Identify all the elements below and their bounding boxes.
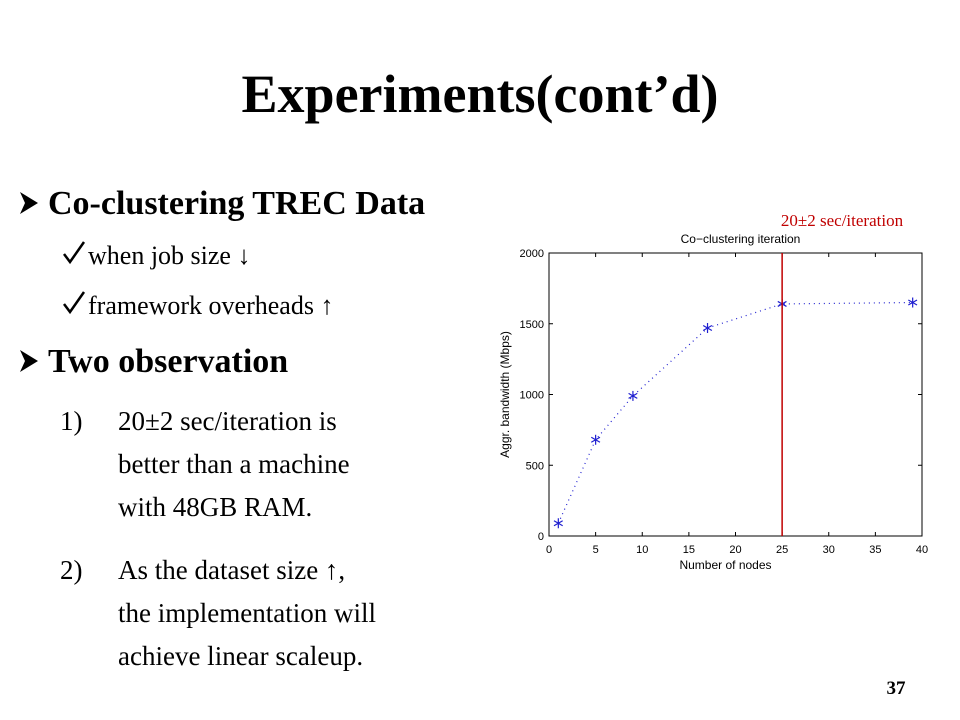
data-point [702, 322, 713, 333]
data-point [590, 434, 601, 445]
x-tick-label: 35 [869, 544, 881, 556]
y-tick-label: 500 [526, 460, 544, 472]
marker-stroke [590, 436, 601, 443]
item-text: As the dataset size ↑, [118, 555, 345, 585]
item-text: achieve linear scaleup. [118, 641, 363, 671]
check-mark [63, 241, 86, 265]
item-number: 1) [60, 406, 83, 436]
item-text: 20±2 sec/iteration is [118, 406, 337, 436]
y-axis-label: Aggr. bandwidth (Mbps) [498, 331, 512, 458]
item-text: the implementation will [118, 598, 376, 628]
data-point [628, 390, 638, 401]
y-tick-label: 1500 [520, 319, 544, 331]
x-tick-label: 30 [823, 544, 835, 556]
reference-label: 20±2 sec/iteration [781, 211, 904, 230]
section-heading: Co-clustering TREC Data [48, 185, 425, 222]
trend-line [557, 301, 913, 524]
x-tick-label: 0 [546, 544, 552, 556]
chart-title: Co−clustering iteration [681, 232, 801, 246]
section-heading: Two observation [48, 343, 288, 380]
bullet-arrow [20, 192, 38, 214]
item-text: better than a machine [118, 449, 350, 479]
y-tick-label: 2000 [520, 248, 544, 260]
x-tick-label: 15 [683, 544, 695, 556]
bullet-arrow [20, 350, 38, 372]
marker-stroke [702, 324, 713, 332]
x-tick-label: 40 [916, 544, 928, 556]
x-tick-label: 20 [729, 544, 741, 556]
item-number: 2) [60, 555, 83, 585]
marker-stroke [908, 299, 918, 306]
y-tick-label: 1000 [520, 390, 544, 402]
x-axis-label: Number of nodes [679, 558, 771, 572]
slide-title: Experiments(cont’d) [242, 64, 719, 124]
check-mark [63, 291, 86, 315]
marker-stroke [553, 520, 563, 527]
page-number: 37 [887, 678, 907, 699]
plot-area [548, 252, 923, 537]
item-text: with 48GB RAM. [118, 492, 312, 522]
marker-stroke [628, 392, 638, 399]
data-point [908, 297, 918, 308]
item-text: when job size ↓ [88, 241, 250, 270]
x-tick-label: 10 [636, 544, 648, 556]
data-point [553, 518, 563, 529]
x-tick-label: 5 [593, 544, 599, 556]
x-tick-label: 25 [776, 544, 788, 556]
item-text: framework overheads ↑ [88, 291, 333, 320]
y-tick-label: 0 [538, 531, 544, 543]
